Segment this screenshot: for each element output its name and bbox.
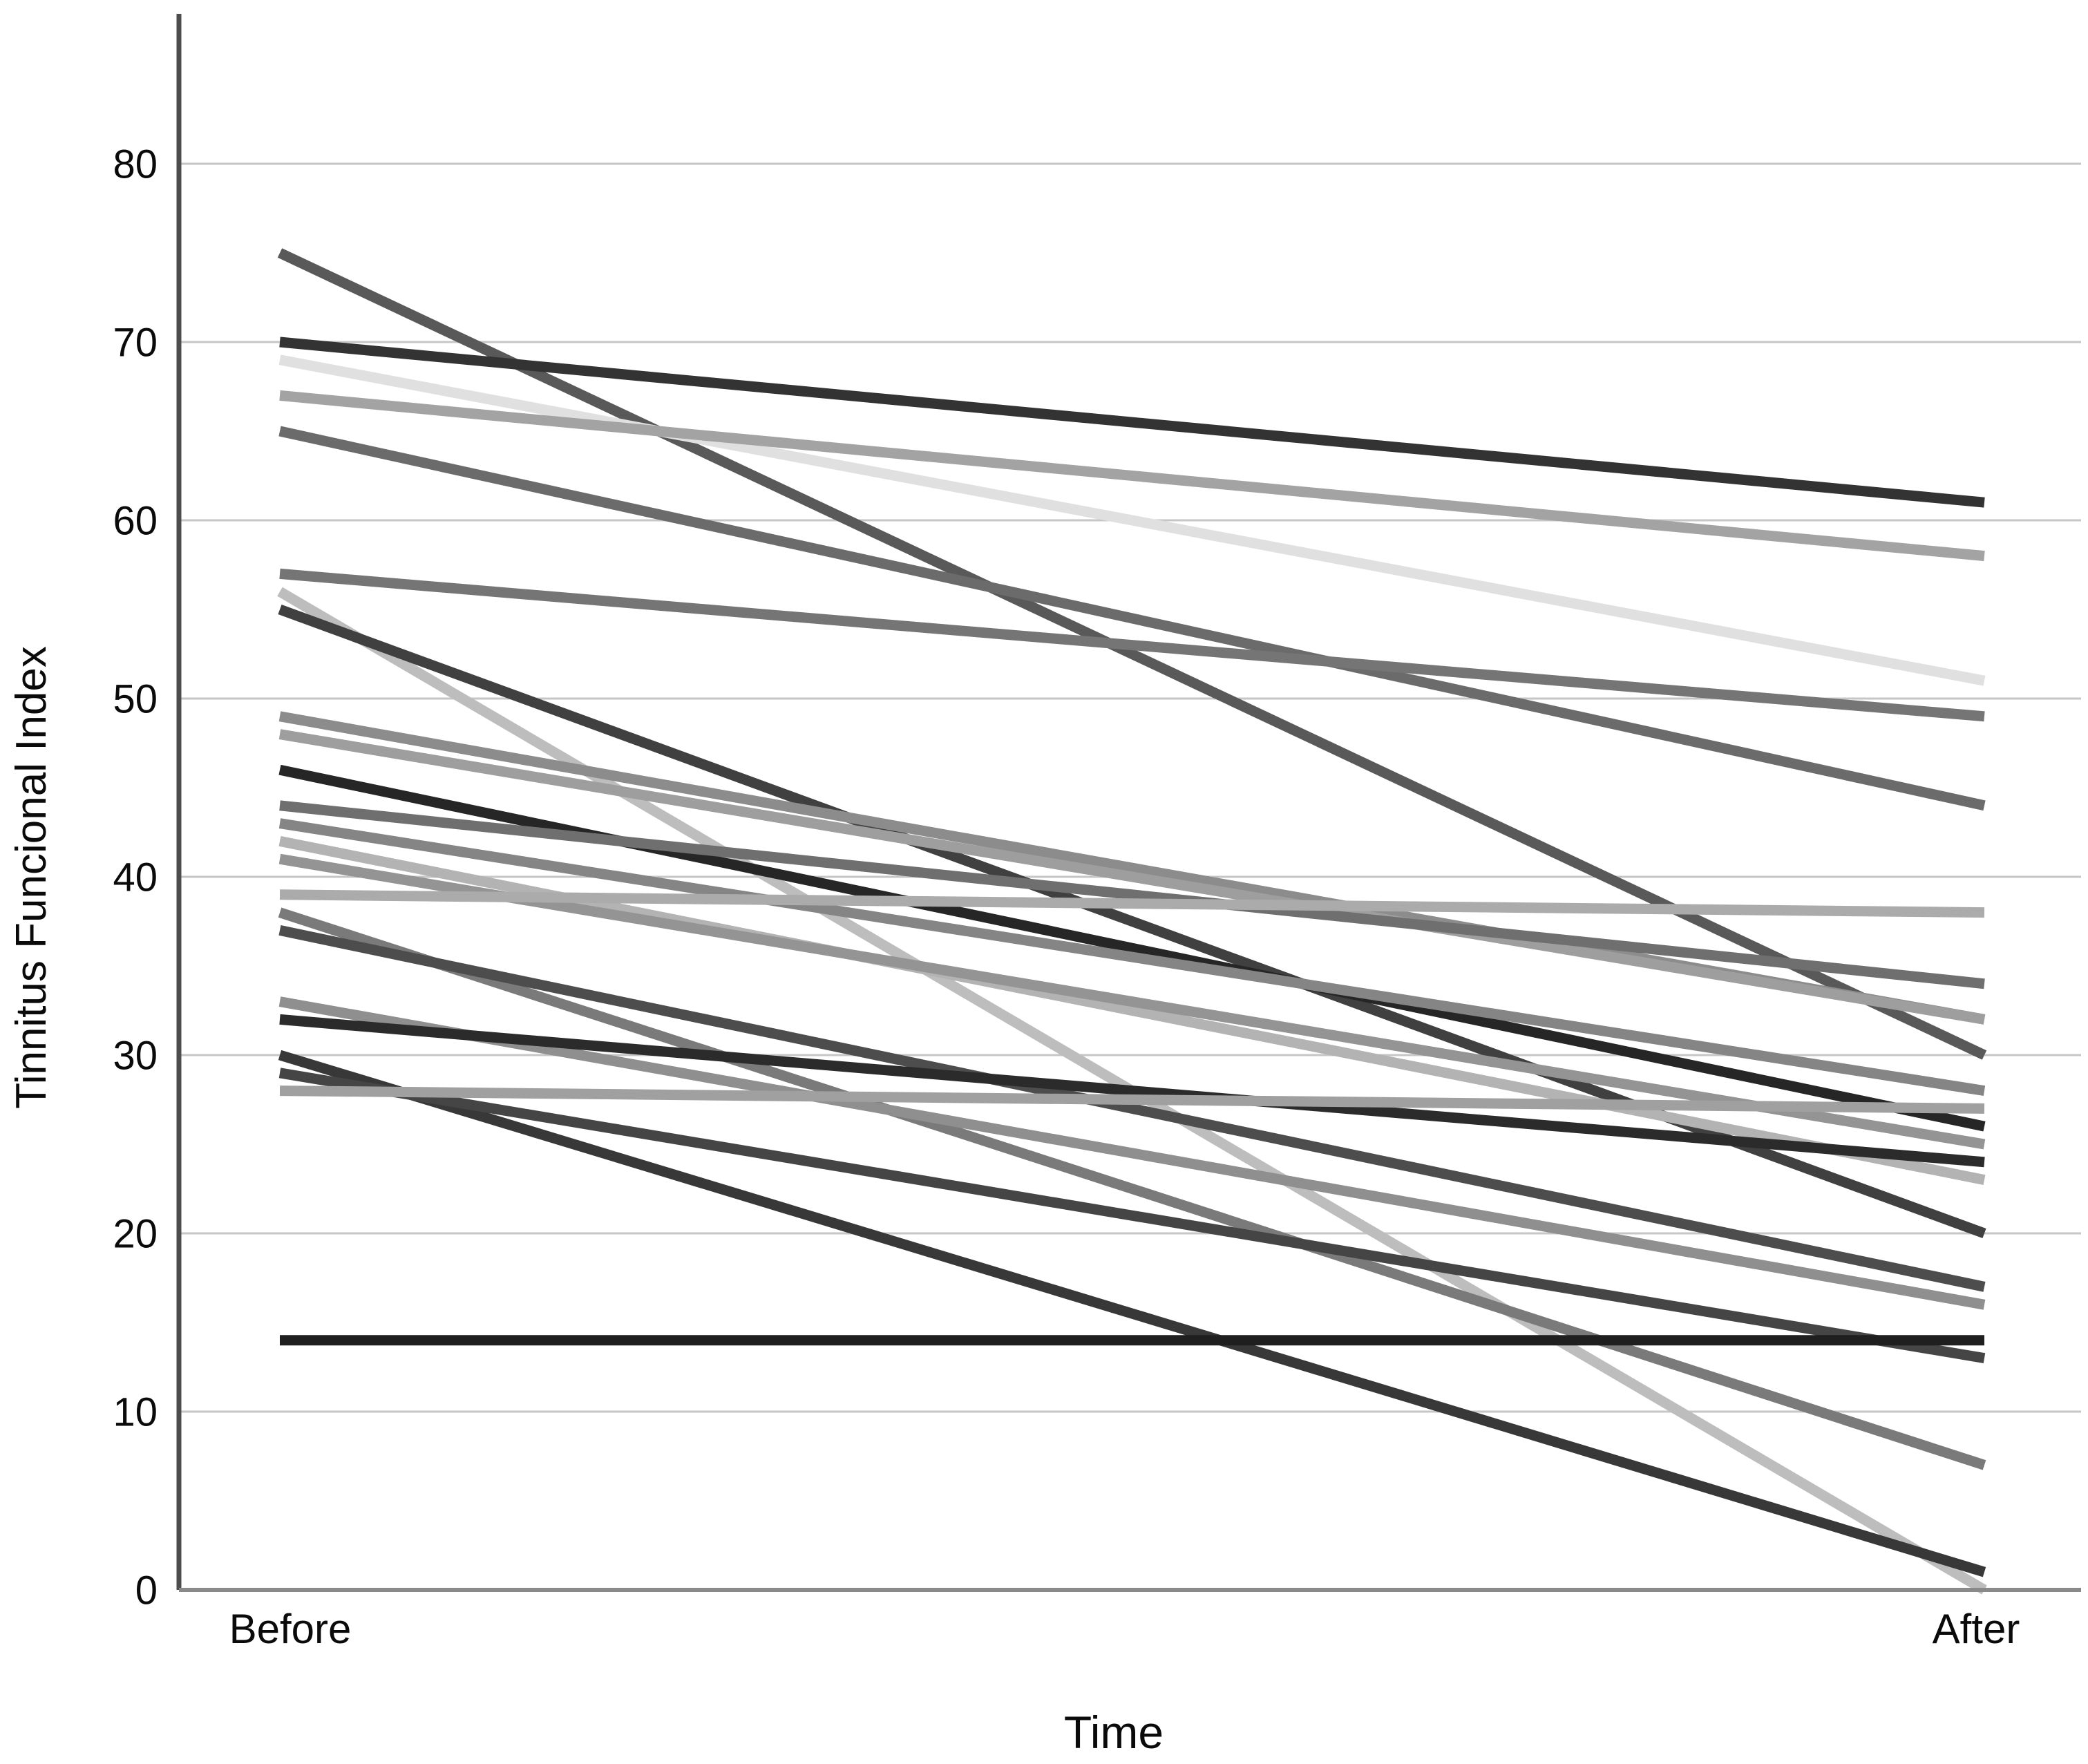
subject-line-subject-01 <box>277 248 1987 1060</box>
y-axis-title: Tinnitus Funcional Index <box>8 646 55 1109</box>
subject-line-subject-13 <box>278 818 1986 1097</box>
y-tick-label-50: 50 <box>113 676 158 721</box>
x-axis-title: Time <box>1064 1707 1164 1758</box>
y-tick-label-0: 0 <box>135 1568 158 1613</box>
subject-line-subject-22 <box>278 1068 1986 1363</box>
subject-line-subject-19 <box>278 996 1986 1310</box>
y-tick-label-40: 40 <box>113 855 158 900</box>
subject-line-subject-16 <box>279 889 1985 918</box>
subject-line-subject-23 <box>279 1085 1985 1114</box>
subject-line-subject-21 <box>278 1050 1986 1577</box>
subject-line-subject-02 <box>279 336 1985 508</box>
labels-layer: Time Tinnitus Funcional Index 0 10 20 30 40 5… <box>8 142 2020 1758</box>
y-tick-label-80: 80 <box>113 142 158 187</box>
x-category-label-before: Before <box>229 1606 352 1652</box>
series-layer <box>277 248 1987 1595</box>
subject-line-subject-11 <box>278 764 1986 1132</box>
subject-line-subject-08 <box>278 604 1986 1239</box>
y-tick-label-60: 60 <box>113 498 158 543</box>
subject-line-subject-12 <box>279 800 1985 989</box>
y-tick-label-20: 20 <box>113 1211 158 1256</box>
subject-line-subject-15 <box>278 853 1986 1150</box>
subject-line-subject-06 <box>279 568 1985 722</box>
y-tick-label-10: 10 <box>113 1390 158 1434</box>
axes-layer <box>176 14 2081 1592</box>
subject-line-subject-20 <box>279 1014 1985 1168</box>
y-tick-label-70: 70 <box>113 320 158 365</box>
y-tick-label-30: 30 <box>113 1033 158 1078</box>
subject-line-subject-04 <box>279 390 1985 562</box>
subject-line-subject-10 <box>278 729 1986 1025</box>
x-category-label-after: After <box>1933 1606 2020 1652</box>
subject-line-subject-17 <box>278 907 1986 1470</box>
gridlines-layer <box>179 162 2081 1413</box>
subject-line-subject-05 <box>278 426 1986 811</box>
subject-line-subject-03 <box>278 354 1986 686</box>
subject-line-subject-18 <box>278 925 1986 1292</box>
